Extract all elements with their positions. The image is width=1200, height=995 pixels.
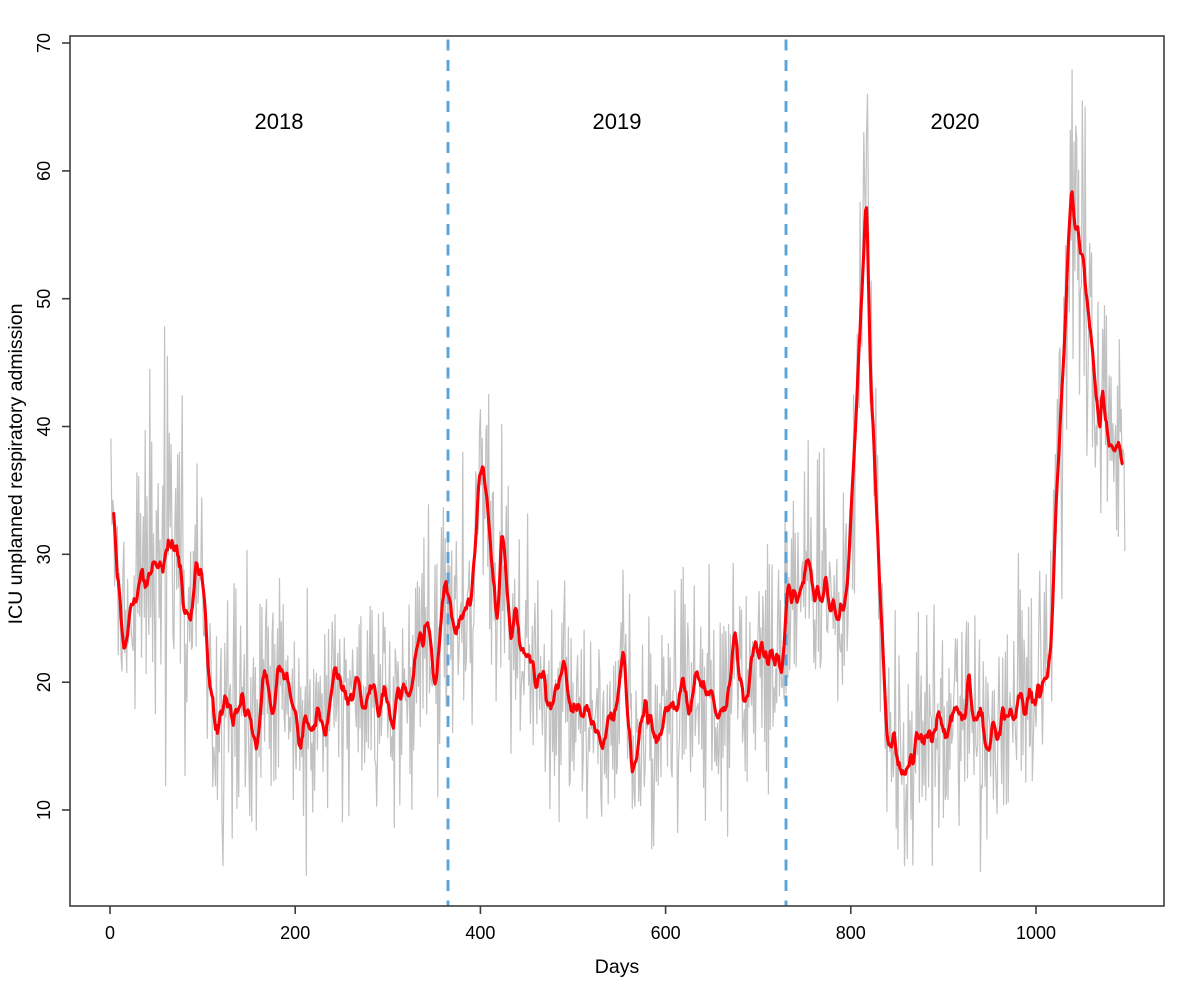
- svg-text:60: 60: [34, 161, 54, 181]
- svg-text:70: 70: [34, 33, 54, 53]
- svg-text:Days: Days: [595, 956, 640, 978]
- svg-text:200: 200: [280, 923, 310, 943]
- svg-text:400: 400: [465, 923, 495, 943]
- svg-text:1000: 1000: [1016, 923, 1056, 943]
- svg-text:20: 20: [34, 672, 54, 692]
- svg-text:30: 30: [34, 544, 54, 564]
- svg-text:ICU unplanned respiratory admi: ICU unplanned respiratory admission: [5, 304, 27, 625]
- svg-text:50: 50: [34, 289, 54, 309]
- svg-text:800: 800: [836, 923, 866, 943]
- svg-text:10: 10: [34, 800, 54, 820]
- svg-text:0: 0: [105, 923, 115, 943]
- svg-text:600: 600: [651, 923, 681, 943]
- svg-text:2019: 2019: [593, 109, 642, 134]
- svg-text:2018: 2018: [255, 109, 304, 134]
- svg-text:40: 40: [34, 416, 54, 436]
- svg-text:2020: 2020: [931, 109, 980, 134]
